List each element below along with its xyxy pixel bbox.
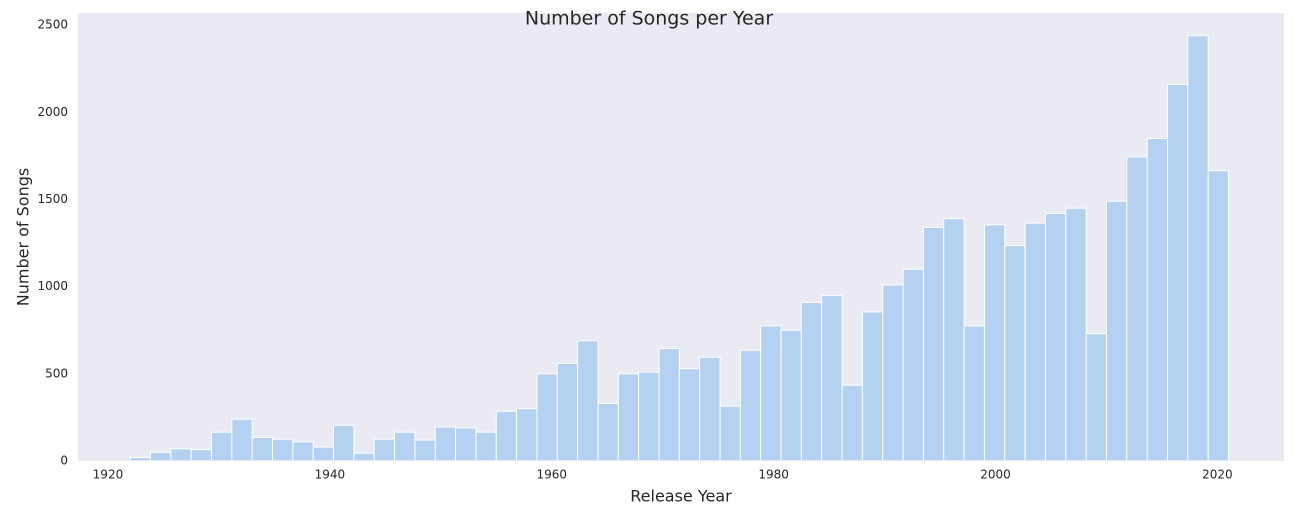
y-tick-label: 0: [60, 454, 68, 468]
bar: [1085, 333, 1107, 462]
bar: [882, 284, 904, 462]
bar: [841, 384, 863, 462]
bar: [373, 438, 396, 462]
bar: [495, 410, 518, 462]
bar: [353, 452, 375, 462]
x-tick-label: 2020: [1202, 468, 1233, 482]
bar: [1146, 138, 1169, 462]
bar: [434, 426, 457, 462]
bar: [861, 311, 884, 462]
y-tick-label: 500: [45, 366, 68, 380]
bar: [516, 408, 538, 462]
y-tick-label: 2000: [37, 105, 68, 119]
bar: [170, 448, 192, 462]
bar: [699, 356, 721, 462]
bar: [678, 368, 701, 462]
bar: [1207, 170, 1230, 462]
bar: [983, 224, 1006, 462]
bar: [780, 329, 802, 462]
bar: [1024, 222, 1046, 462]
y-axis-label: Number of Songs: [14, 168, 33, 306]
x-tick-label: 1940: [315, 468, 346, 482]
bar: [455, 427, 477, 462]
bar: [902, 268, 924, 462]
bar: [638, 371, 660, 462]
bar: [577, 340, 599, 462]
bar: [394, 431, 416, 462]
bar: [190, 449, 212, 462]
bar: [922, 226, 945, 462]
x-tick-label: 2000: [980, 468, 1011, 482]
bar: [943, 218, 965, 462]
bar: [231, 418, 253, 462]
bar: [760, 325, 782, 462]
bar: [1044, 212, 1067, 462]
y-tick-label: 2500: [37, 18, 68, 32]
y-tick-label: 1500: [37, 192, 68, 206]
bar: [1065, 207, 1087, 462]
bar: [129, 457, 151, 462]
bar: [821, 294, 843, 462]
x-tick-label: 1960: [536, 468, 567, 482]
bar: [1126, 156, 1148, 462]
bar: [475, 431, 497, 462]
x-tick-label: 1980: [758, 468, 789, 482]
bar: [333, 424, 355, 462]
bar: [251, 436, 273, 462]
bar: [1187, 35, 1209, 462]
bar: [556, 362, 579, 462]
bar: [312, 446, 335, 462]
bar: [719, 405, 741, 462]
bar: [597, 402, 619, 462]
bar: [800, 301, 823, 462]
bar: [658, 348, 680, 462]
bar: [414, 439, 436, 462]
bar: [292, 441, 314, 462]
bar: [963, 325, 985, 462]
chart-title: Number of Songs per Year: [525, 8, 773, 30]
bar: [1004, 245, 1026, 462]
bar: [1167, 83, 1189, 462]
bars: [129, 35, 1230, 462]
bar: [271, 438, 294, 462]
bar: [1105, 200, 1128, 462]
x-tick-label: 1920: [93, 468, 124, 482]
bar: [210, 431, 233, 462]
bar: [739, 349, 762, 462]
bar: [536, 373, 558, 462]
bar: [617, 373, 640, 462]
y-tick-label: 1000: [37, 279, 68, 293]
x-axis-label: Release Year: [630, 487, 732, 506]
bar: [149, 451, 172, 462]
